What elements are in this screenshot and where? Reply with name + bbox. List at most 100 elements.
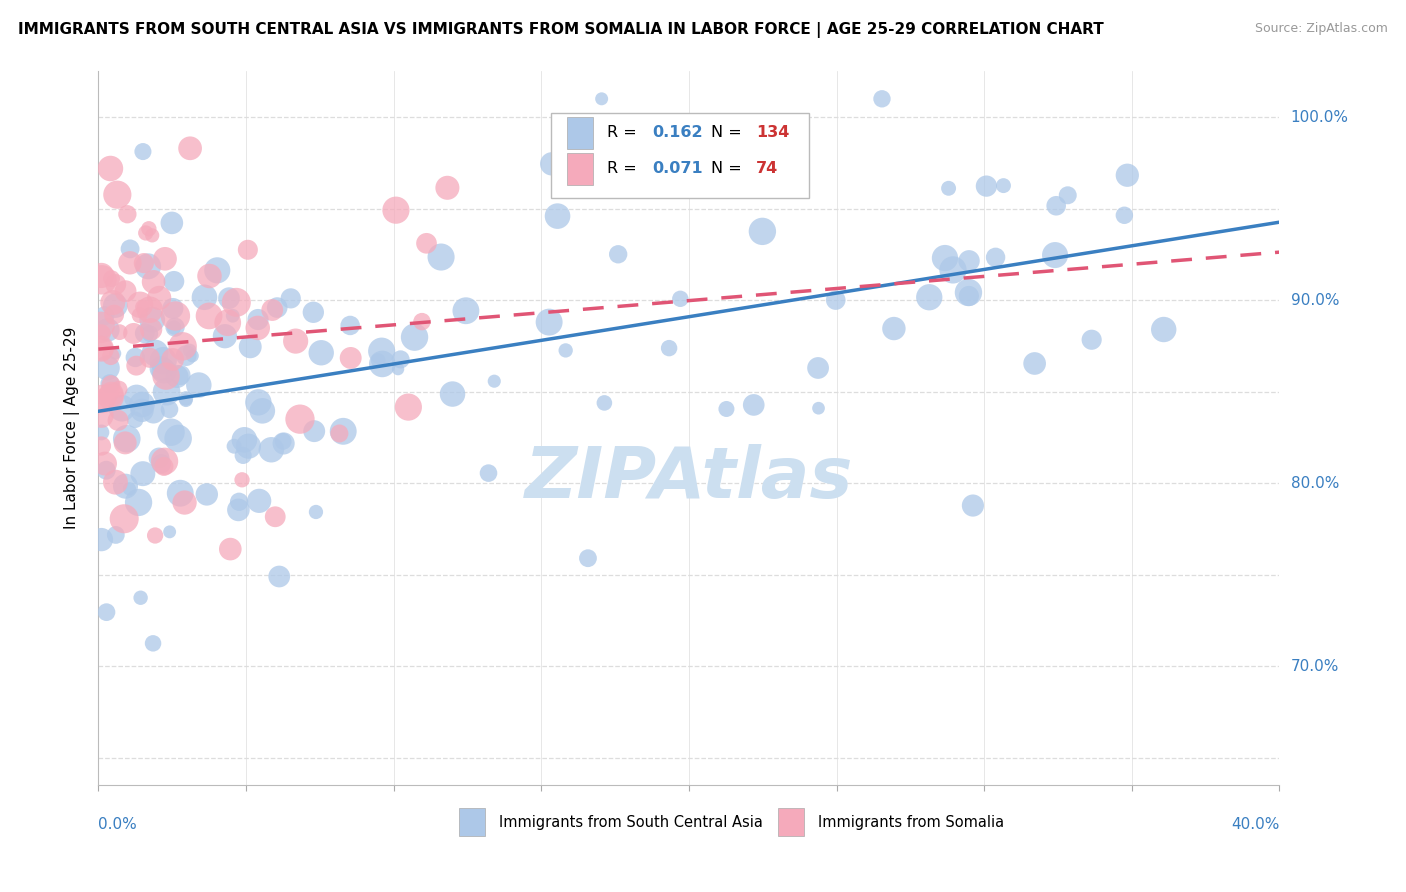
Point	[1045, 199, 1067, 213]
Point	[104, 299, 127, 313]
Point	[247, 493, 270, 508]
Point	[163, 274, 186, 288]
Point	[96, 463, 118, 477]
Text: R =: R =	[607, 161, 643, 177]
Point	[90, 273, 112, 287]
Point	[90, 326, 112, 341]
Point	[108, 325, 131, 339]
Point	[118, 482, 141, 496]
Point	[120, 242, 142, 256]
Point	[607, 247, 630, 261]
Point	[108, 382, 131, 396]
Point	[131, 300, 153, 314]
Point	[141, 228, 163, 243]
Point	[132, 467, 155, 481]
Point	[132, 256, 155, 270]
Point	[198, 268, 221, 283]
Text: 0.0%: 0.0%	[98, 817, 138, 832]
Point	[90, 341, 112, 355]
Point	[131, 397, 153, 411]
Point	[124, 351, 146, 365]
Point	[90, 318, 112, 332]
Point	[162, 301, 184, 316]
Point	[112, 512, 135, 526]
Point	[305, 505, 328, 519]
Point	[387, 362, 409, 376]
Point	[1056, 188, 1078, 202]
Point	[94, 457, 117, 471]
Text: 134: 134	[756, 125, 790, 140]
Point	[100, 349, 122, 363]
Point	[339, 318, 361, 333]
Point	[142, 636, 165, 650]
Text: 40.0%: 40.0%	[1232, 817, 1279, 832]
Text: 0.162: 0.162	[652, 125, 703, 140]
Point	[540, 157, 562, 171]
Point	[139, 322, 162, 336]
Point	[228, 503, 250, 517]
Point	[90, 409, 112, 423]
Point	[1024, 356, 1046, 370]
Point	[824, 293, 846, 307]
Point	[107, 413, 129, 427]
Point	[309, 345, 332, 359]
Point	[195, 487, 218, 501]
Point	[217, 316, 239, 330]
Point	[385, 203, 408, 218]
Point	[139, 326, 162, 341]
Point	[207, 263, 229, 277]
Point	[100, 161, 122, 176]
Point	[90, 268, 112, 283]
Point	[430, 250, 453, 264]
Point	[181, 349, 204, 363]
Point	[148, 291, 170, 305]
Point	[90, 343, 112, 357]
Text: Source: ZipAtlas.com: Source: ZipAtlas.com	[1254, 22, 1388, 36]
Point	[90, 425, 112, 440]
Point	[114, 284, 136, 298]
Point	[236, 243, 259, 257]
Text: ZIPAtlas: ZIPAtlas	[524, 443, 853, 513]
Point	[233, 433, 256, 447]
Point	[98, 387, 121, 401]
Point	[228, 495, 250, 509]
Point	[246, 321, 269, 335]
Text: Immigrants from South Central Asia: Immigrants from South Central Asia	[499, 814, 762, 830]
Point	[125, 359, 148, 373]
Point	[367, 353, 389, 368]
Point	[143, 528, 166, 542]
Point	[174, 392, 197, 406]
Point	[993, 178, 1015, 193]
Point	[262, 303, 284, 318]
Point	[132, 145, 155, 159]
Point	[225, 295, 247, 310]
Point	[187, 378, 209, 392]
Point	[269, 569, 291, 583]
Point	[576, 551, 599, 566]
Point	[284, 334, 307, 348]
Point	[160, 216, 183, 230]
Point	[152, 353, 174, 368]
Point	[159, 524, 181, 539]
Point	[165, 320, 187, 334]
Point	[214, 329, 236, 343]
Text: 0.071: 0.071	[652, 161, 703, 177]
Point	[658, 341, 681, 355]
Point	[1080, 333, 1102, 347]
Point	[679, 139, 702, 153]
Point	[135, 226, 157, 240]
Point	[138, 302, 160, 317]
Point	[155, 369, 177, 384]
Point	[100, 390, 122, 404]
Point	[238, 439, 260, 453]
Point	[96, 605, 118, 619]
Point	[165, 309, 187, 323]
Point	[1153, 322, 1175, 336]
Point	[389, 352, 412, 367]
Point	[159, 402, 181, 417]
Point	[131, 403, 153, 417]
Point	[160, 425, 183, 440]
Point	[100, 377, 122, 392]
Point	[162, 352, 184, 367]
Point	[219, 542, 242, 557]
